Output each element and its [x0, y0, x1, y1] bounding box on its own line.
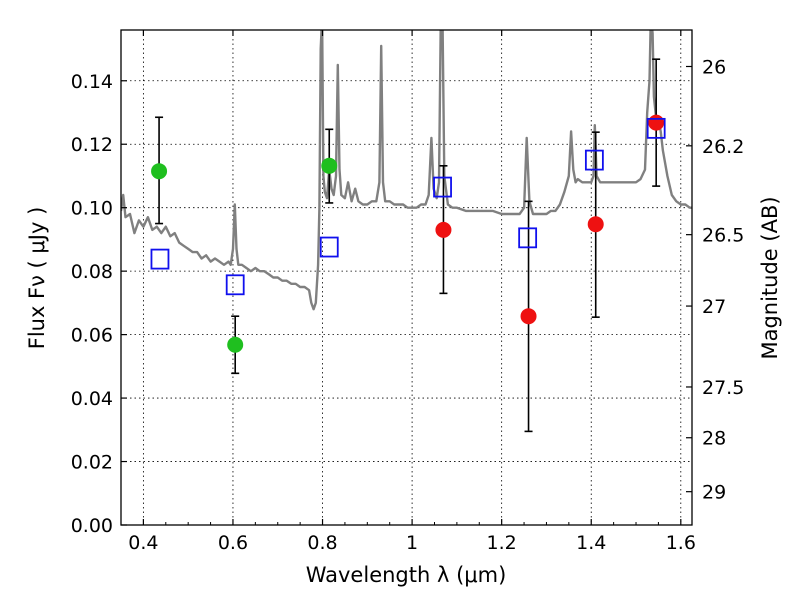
y-tick-label: 0.10	[71, 198, 113, 220]
y-tick-label: 0.06	[71, 325, 113, 347]
right-tick-label: 26.2	[702, 136, 744, 158]
red-detections-point	[648, 114, 665, 131]
x-axis-label: Wavelength λ (μm)	[306, 563, 507, 587]
y-tick-label: 0.08	[71, 261, 113, 283]
plot-frame	[120, 29, 693, 526]
model-photometry-point	[150, 248, 170, 270]
x-ticks: 0.4 0.6 0.8 1 1.2 1.4 1.6	[120, 30, 696, 554]
errorbar-layer	[155, 58, 661, 433]
right-tick-label: 27.5	[702, 377, 744, 399]
green-detections-point	[227, 336, 244, 353]
y-tick-label: 0.00	[71, 515, 113, 537]
y-tick-label: 0.04	[71, 388, 113, 410]
x-tick-label: 0.4	[128, 532, 158, 554]
right-tick-label: 28	[702, 428, 726, 450]
red-detections-point	[587, 216, 604, 233]
model-photometry-point	[518, 227, 538, 249]
marker-layer	[150, 114, 666, 353]
y-axis-label: Flux Fν ( μJy )	[25, 207, 49, 350]
green-detections-point	[151, 163, 168, 180]
y-ticks: 0.00 0.02 0.04 0.06 0.08 0.10 0.12 0.14	[71, 71, 127, 537]
model-photometry-point	[646, 117, 666, 139]
grid-lines	[121, 30, 692, 525]
right-tick-label: 27	[702, 296, 726, 318]
right-axis-label: Magnitude (AB)	[758, 196, 782, 359]
x-tick-label: 0.6	[218, 532, 248, 554]
red-detections-point	[435, 221, 452, 238]
x-tick-label: 0.8	[307, 532, 337, 554]
x-tick-label: 1	[406, 532, 418, 554]
x-tick-label: 1.6	[666, 532, 696, 554]
y-tick-label: 0.12	[71, 134, 113, 156]
model-spectrum-line	[121, 30, 692, 311]
model-photometry-point	[319, 236, 339, 258]
spectrum-layer	[121, 30, 692, 311]
right-tick-label: 26	[702, 56, 726, 78]
model-photometry-point	[225, 274, 245, 296]
right-tick-label: 26.5	[702, 225, 744, 247]
model-photometry-point	[433, 176, 452, 198]
x-tick-label: 1.2	[487, 532, 517, 554]
x-tick-label: 1.4	[576, 532, 606, 554]
y-tick-label: 0.14	[71, 71, 113, 93]
right-tick-label: 29	[702, 482, 726, 504]
red-detections-point	[520, 308, 537, 325]
right-ticks: 26 26.2 26.5 27 27.5 28 29	[686, 56, 744, 504]
model-photometry-point	[584, 149, 604, 171]
y-tick-label: 0.02	[71, 452, 113, 474]
green-detections-point	[321, 157, 338, 174]
